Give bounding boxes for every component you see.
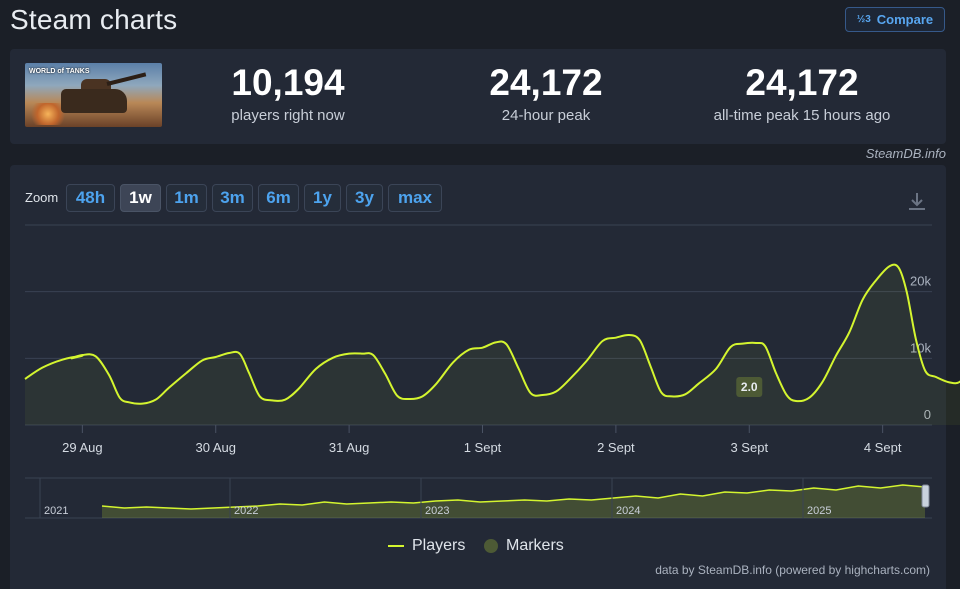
zoom-1w-button[interactable]: 1w <box>120 184 161 212</box>
game-logo: WORLD of TANKS <box>29 68 90 75</box>
fire-graphic <box>27 103 69 125</box>
zoom-3y-button[interactable]: 3y <box>346 184 383 212</box>
zoom-3m-button[interactable]: 3m <box>212 184 253 212</box>
y-axis-labels: 0 10k 20k <box>910 274 931 422</box>
x-tick-label: 31 Aug <box>329 440 370 455</box>
stat-value: 24,172 <box>489 62 603 103</box>
stat-value: 10,194 <box>231 62 345 103</box>
y-tick-label: 10k <box>910 340 931 355</box>
x-axis-ticks <box>81 425 884 433</box>
y-tick-label: 20k <box>910 274 931 289</box>
x-tick-label: 1 Sept <box>464 440 502 455</box>
zoom-max-button[interactable]: max <box>388 184 442 212</box>
navigator-year-label: 2021 <box>44 505 68 517</box>
zoom-1y-button[interactable]: 1y <box>304 184 341 212</box>
footer-credit[interactable]: data by SteamDB.info (powered by highcha… <box>655 563 930 577</box>
navigator-year-label: 2023 <box>425 505 449 517</box>
x-tick-label: 3 Sept <box>730 440 768 455</box>
markers-series: 2.0 <box>736 377 763 397</box>
stats-panel: WORLD of TANKS 10,194 players right now … <box>10 49 946 144</box>
game-banner-image[interactable]: WORLD of TANKS <box>25 63 162 127</box>
steamdb-credit[interactable]: SteamDB.info <box>865 146 946 161</box>
stat-label: all-time peak 15 hours ago <box>713 107 891 124</box>
compare-button[interactable]: ½3 Compare <box>845 7 945 32</box>
stat-all-time-peak: 24,172 all-time peak 15 hours ago <box>692 62 912 125</box>
x-tick-label: 30 Aug <box>195 440 236 455</box>
navigator-year-label: 2022 <box>234 505 258 517</box>
navigator: 2021 2022 2023 2024 2025 <box>25 477 932 519</box>
players-area <box>25 264 960 425</box>
stat-label: players right now <box>231 107 345 124</box>
legend-markers[interactable]: Markers <box>484 537 564 555</box>
x-tick-label: 29 Aug <box>62 440 103 455</box>
legend-line-swatch <box>388 545 404 547</box>
fraction-icon: ½3 <box>856 13 871 25</box>
page-title: Steam charts <box>10 4 178 35</box>
zoom-48h-button[interactable]: 48h <box>66 184 115 212</box>
stat-24h-peak: 24,172 24-hour peak <box>456 62 636 125</box>
stat-players-now: 10,194 players right now <box>198 62 378 125</box>
navigator-line <box>101 484 926 510</box>
legend-markers-label: Markers <box>506 537 564 554</box>
players-line <box>24 263 960 405</box>
players-series <box>24 263 960 425</box>
marker-flag <box>736 377 763 397</box>
legend-players[interactable]: Players <box>388 537 465 555</box>
zoom-label: Zoom <box>25 190 59 205</box>
navigator-handle[interactable] <box>921 484 930 508</box>
zoom-6m-button[interactable]: 6m <box>258 184 299 212</box>
zoom-1m-button[interactable]: 1m <box>166 184 207 212</box>
stat-label: 24-hour peak <box>501 107 591 124</box>
tank-graphic <box>61 89 127 113</box>
grid-lines <box>25 224 932 426</box>
stat-value: 24,172 <box>745 62 859 103</box>
legend-players-label: Players <box>412 537 466 554</box>
y-tick-label: 0 <box>924 407 931 422</box>
marker-label: 2.0 <box>741 380 758 394</box>
x-tick-label: 2 Sept <box>597 440 635 455</box>
legend-dot-swatch <box>484 539 498 553</box>
navigator-year-label: 2025 <box>807 505 831 517</box>
navigator-year-label: 2024 <box>616 505 640 517</box>
x-axis-labels: 29 Aug 30 Aug 31 Aug 1 Sept 2 Sept 3 Sept 4 Se… <box>62 440 902 455</box>
download-icon[interactable] <box>906 190 928 212</box>
x-tick-label: 4 Sept <box>864 440 902 455</box>
compare-label: Compare <box>876 12 934 27</box>
